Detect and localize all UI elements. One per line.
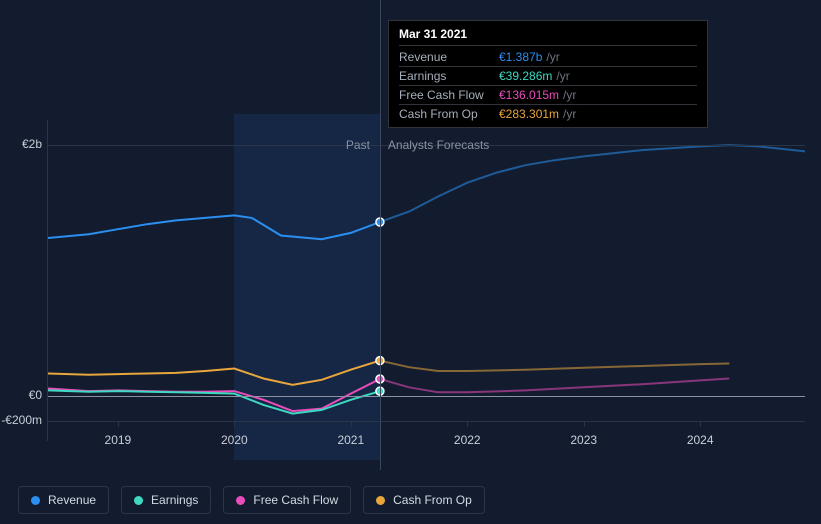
tooltip-row-value: €1.387b [499,50,542,64]
tooltip-row-label: Earnings [399,69,499,83]
series-line-cash_from_op-past [48,361,380,385]
tooltip-row-value: €136.015m [499,88,559,102]
legend-label: Revenue [48,493,96,507]
x-tick [700,421,701,427]
y-axis-label: €0 [0,388,42,402]
tooltip-date: Mar 31 2021 [399,27,697,46]
legend-swatch-icon [134,496,143,505]
y-axis-line [47,120,48,441]
tooltip-row-unit: /yr [556,69,569,83]
y-gridline [48,396,805,397]
x-tick [351,421,352,427]
chart-lines-svg [48,120,805,440]
tooltip-row-label: Cash From Op [399,107,499,121]
tooltip-row-value: €283.301m [499,107,559,121]
tooltip-row: Cash From Op€283.301m/yr [399,105,697,123]
region-label-forecast: Analysts Forecasts [388,138,489,152]
x-axis-label: 2024 [687,433,714,447]
legend-item-revenue[interactable]: Revenue [18,486,109,514]
legend-item-earnings[interactable]: Earnings [121,486,211,514]
x-axis-label: 2019 [105,433,132,447]
legend-swatch-icon [236,496,245,505]
legend-swatch-icon [376,496,385,505]
legend-item-cash_from_op[interactable]: Cash From Op [363,486,485,514]
legend-label: Free Cash Flow [253,493,338,507]
tooltip-row-value: €39.286m [499,69,552,83]
region-label-past: Past [346,138,370,152]
series-line-revenue-past [48,215,380,239]
legend-label: Earnings [151,493,198,507]
x-tick [584,421,585,427]
y-gridline [48,421,805,422]
chart-legend: Revenue Earnings Free Cash Flow Cash From O… [18,486,485,514]
x-tick [467,421,468,427]
tooltip-row-unit: /yr [546,50,559,64]
tooltip-row-label: Free Cash Flow [399,88,499,102]
plot-area[interactable] [48,120,805,440]
financials-chart: €2b €0 -€200m 2019 2020 2021 2022 2023 2024 Pas… [0,0,821,524]
legend-item-free_cash_flow[interactable]: Free Cash Flow [223,486,351,514]
y-axis-label: -€200m [0,413,42,427]
x-tick [234,421,235,427]
y-axis-label: €2b [0,137,42,151]
legend-label: Cash From Op [393,493,472,507]
series-line-free_cash_flow-forecast [380,379,729,393]
tooltip-row: Earnings€39.286m/yr [399,67,697,86]
legend-swatch-icon [31,496,40,505]
tooltip-row-unit: /yr [563,88,576,102]
series-line-earnings-past [48,390,380,413]
series-line-cash_from_op-forecast [380,361,729,371]
tooltip-row-unit: /yr [563,107,576,121]
x-axis-label: 2021 [337,433,364,447]
x-axis-label: 2020 [221,433,248,447]
tooltip-row: Revenue€1.387b/yr [399,48,697,67]
x-axis-label: 2022 [454,433,481,447]
past-forecast-divider [380,0,381,470]
tooltip-row-label: Revenue [399,50,499,64]
x-tick [118,421,119,427]
series-line-revenue-forecast [380,145,805,222]
tooltip-row: Free Cash Flow€136.015m/yr [399,86,697,105]
hover-tooltip: Mar 31 2021 Revenue€1.387b/yrEarnings€39… [388,20,708,128]
x-axis-label: 2023 [570,433,597,447]
